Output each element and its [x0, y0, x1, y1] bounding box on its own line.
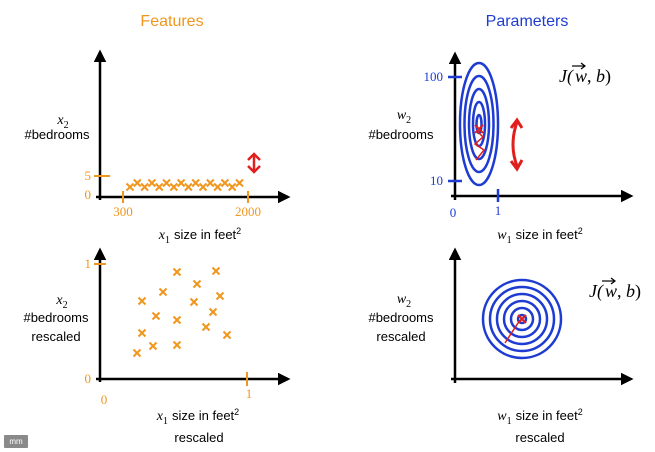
- features-top-y-label: x2: [56, 113, 68, 131]
- features-bottom-xtick-1: 1: [246, 386, 253, 401]
- data-point-cross: [137, 328, 147, 338]
- features-top-data-points: [125, 178, 244, 192]
- data-point-cross: [213, 182, 222, 192]
- red-vertical-double-arrow-icon: [509, 117, 524, 172]
- data-point-cross: [211, 266, 221, 276]
- params-bottom-plot: J(w, b) w2 #bedrooms rescaled w1 size in …: [368, 247, 641, 445]
- data-point-cross: [132, 348, 142, 358]
- params-bottom-y-desc2: rescaled: [376, 329, 425, 344]
- params-bottom-x-label: w1 size in feet2: [497, 407, 583, 427]
- data-point-cross: [158, 287, 168, 297]
- params-top-plot: J(w, b) w2 #bedrooms 100 10 0 1: [368, 51, 634, 246]
- data-point-cross: [206, 178, 215, 188]
- features-top-x-label: x1 size in feet2: [158, 226, 241, 246]
- data-point-cross: [172, 267, 182, 277]
- params-bottom-y-desc: #bedrooms: [368, 310, 434, 325]
- data-point-cross: [151, 311, 161, 321]
- params-top-xtick-0: 0: [450, 205, 457, 220]
- features-bottom-x-label: x1 size in feet2: [156, 407, 239, 427]
- params-top-contours: [458, 61, 500, 187]
- features-bottom-ytick-1: 1: [85, 256, 92, 271]
- params-top-x-label: w1 size in feet2: [497, 226, 583, 246]
- data-point-cross: [137, 296, 147, 306]
- features-bottom-plot: x2 #bedrooms rescaled 1 0 0 1 x1 size in …: [23, 247, 291, 445]
- data-point-cross: [169, 182, 179, 192]
- params-top-xtick-1: 1: [495, 203, 502, 218]
- data-point-cross: [222, 330, 232, 340]
- data-point-cross: [162, 178, 171, 188]
- vector-arrow-icon: [572, 62, 586, 70]
- features-top-plot: x2 #bedrooms 5 0 300 2000 x1 size in feet…: [24, 49, 291, 246]
- features-bottom-y-desc2: rescaled: [31, 329, 80, 344]
- data-point-cross: [172, 340, 182, 350]
- data-point-cross: [220, 178, 230, 188]
- features-top-xtick-2000: 2000: [235, 204, 261, 219]
- data-point-cross: [198, 182, 208, 192]
- features-bottom-data-points: [132, 266, 232, 358]
- data-point-cross: [184, 182, 193, 192]
- data-point-cross: [215, 291, 225, 301]
- data-point-cross: [208, 307, 218, 317]
- mm-badge: mm: [4, 435, 28, 448]
- red-double-arrow-icon: [247, 152, 261, 174]
- features-header: Features: [140, 13, 203, 30]
- data-point-cross: [148, 341, 158, 351]
- features-top-xtick-300: 300: [113, 204, 133, 219]
- params-bottom-y-label: w2: [397, 292, 411, 310]
- features-top-ytick-0: 0: [85, 187, 92, 202]
- params-top-y-desc: #bedrooms: [368, 127, 434, 142]
- params-top-y-label: w2: [397, 108, 411, 126]
- data-point-cross: [140, 182, 149, 192]
- features-bottom-x-desc2: rescaled: [174, 430, 223, 445]
- features-bottom-y-desc: #bedrooms: [23, 310, 89, 325]
- data-point-cross: [191, 178, 200, 188]
- features-bottom-ytick-0: 0: [85, 371, 92, 386]
- data-point-cross: [133, 178, 142, 188]
- params-top-ytick-100: 100: [424, 69, 444, 84]
- parameters-header: Parameters: [486, 13, 569, 30]
- data-point-cross: [192, 279, 202, 289]
- data-point-cross: [176, 178, 186, 188]
- features-top-ytick-5: 5: [85, 168, 92, 183]
- data-point-cross: [147, 178, 157, 188]
- params-bottom-cost-label: J(w, b): [589, 281, 641, 302]
- params-bottom-minimum-cross: [517, 314, 527, 324]
- data-point-cross: [154, 182, 164, 192]
- data-point-cross: [235, 178, 244, 188]
- features-bottom-y-label: x2: [55, 293, 67, 311]
- params-top-ytick-10: 10: [430, 173, 443, 188]
- params-top-minimum-cross: [474, 124, 484, 134]
- features-top-y-desc: #bedrooms: [24, 127, 90, 142]
- data-point-cross: [172, 315, 182, 325]
- data-point-cross: [189, 297, 199, 307]
- data-point-cross: [201, 322, 211, 332]
- params-bottom-x-desc2: rescaled: [515, 430, 564, 445]
- data-point-cross: [125, 182, 135, 192]
- vector-arrow-icon: [602, 277, 616, 285]
- params-bottom-contours: [481, 278, 563, 360]
- data-point-cross: [227, 182, 237, 192]
- params-bottom-gradient-path: [504, 322, 519, 344]
- params-top-cost-label: J(w, b): [559, 66, 611, 87]
- features-bottom-xtick-0: 0: [101, 392, 108, 407]
